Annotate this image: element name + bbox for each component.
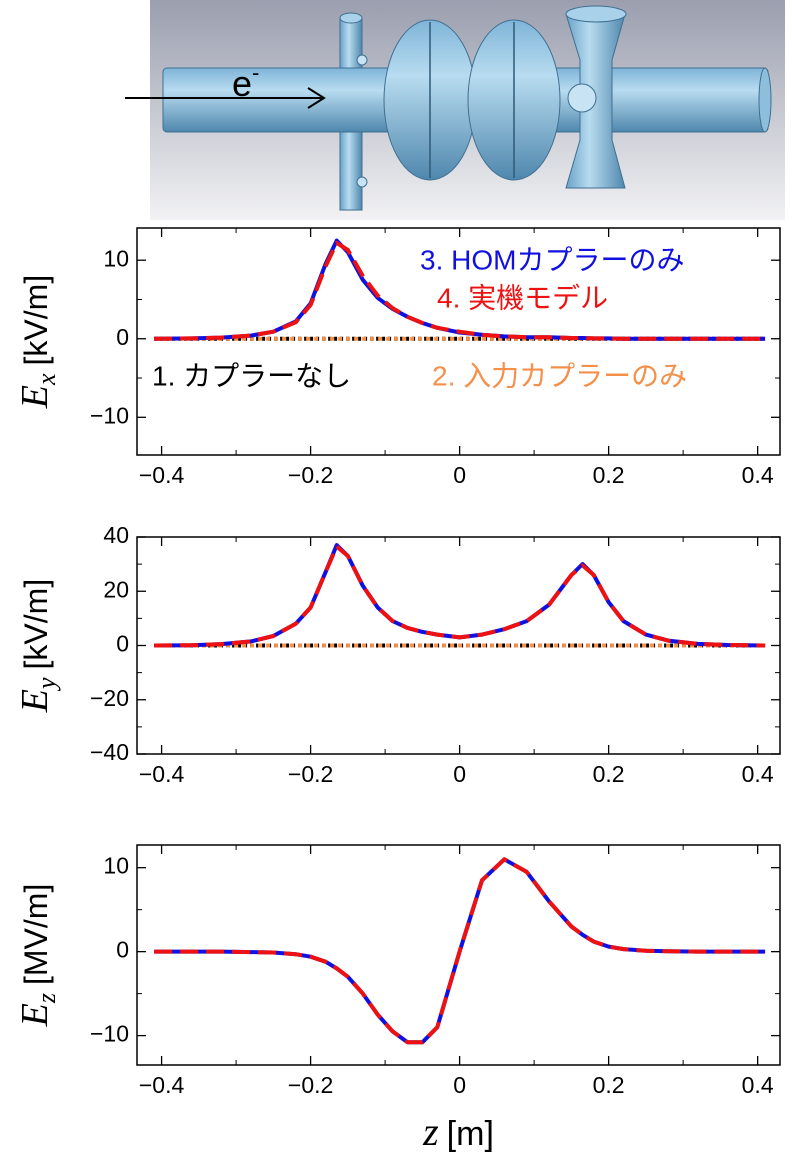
x-axis-label: z[m]	[422, 1109, 494, 1154]
x-tick-label: 0.4	[742, 1072, 774, 1098]
y-tick-label: 40	[103, 522, 129, 548]
x-tick-label: 0.4	[742, 761, 774, 787]
beam-label-base: e	[232, 63, 252, 104]
y-label-unit: [kV/m]	[18, 579, 54, 670]
x-tick-label: −0.2	[288, 462, 333, 488]
y-axis-label: Ey [kV/m]	[14, 579, 61, 713]
x-tick-label: −0.2	[288, 1072, 333, 1098]
y-tick-label: −10	[90, 1021, 129, 1047]
x-tick-label: 0	[453, 761, 466, 787]
legend-entry: 4. 実機モデル	[437, 282, 608, 313]
legend-entry: 3. HOMカプラーのみ	[420, 244, 684, 275]
y-label-subscript: z	[32, 993, 61, 1004]
y-tick-label: 0	[116, 937, 129, 963]
x-tick-label: 0.2	[593, 1072, 625, 1098]
series-line	[154, 859, 765, 1042]
x-tick-label: −0.4	[139, 462, 185, 488]
y-tick-label: −10	[90, 402, 129, 428]
cavity-image: e-	[125, 0, 785, 220]
x-tick-label: 0.2	[593, 462, 625, 488]
y-label-unit: [kV/m]	[18, 275, 54, 366]
y-label-unit: [MV/m]	[18, 884, 54, 985]
legend-entry: 1. カプラーなし	[152, 360, 351, 391]
series-line	[154, 545, 765, 645]
x-tick-label: 0.2	[593, 761, 625, 787]
y-tick-label: 0	[116, 631, 129, 657]
x-label-unit: [m]	[447, 1115, 494, 1153]
x-tick-label: −0.4	[139, 761, 185, 787]
x-tick-label: 0	[453, 462, 466, 488]
y-label-subscript: y	[32, 677, 61, 692]
y-label-symbol: E	[14, 689, 56, 713]
y-tick-label: −20	[90, 685, 129, 711]
y-label-subscript: x	[32, 373, 61, 386]
x-tick-label: −0.2	[288, 761, 333, 787]
legend-entry: 2. 入力カプラーのみ	[432, 360, 687, 391]
y-tick-label: 20	[103, 576, 129, 602]
y-tick-label: 0	[116, 324, 129, 350]
y-tick-label: −40	[90, 739, 129, 765]
beam-label-sup: -	[252, 60, 259, 85]
y-tick-label: 10	[103, 245, 129, 271]
figure: e- −0.4 −0.2 0 0.2 0.4 −10 0 10 1. カプラーなし 2. 入力カプ…	[0, 0, 792, 1158]
y-tick-label: 10	[103, 853, 129, 879]
y-axis-label: Ez [MV/m]	[14, 884, 61, 1028]
x-tick-label: 0.4	[742, 462, 774, 488]
y-label-symbol: E	[14, 385, 56, 409]
x-tick-label: −0.4	[139, 1072, 185, 1098]
series-line	[154, 547, 765, 646]
x-tick-label: 0	[453, 1072, 466, 1098]
y-label-symbol: E	[14, 1003, 56, 1027]
y-axis-label: Ex [kV/m]	[14, 275, 61, 409]
x-label-symbol: z	[422, 1109, 439, 1154]
